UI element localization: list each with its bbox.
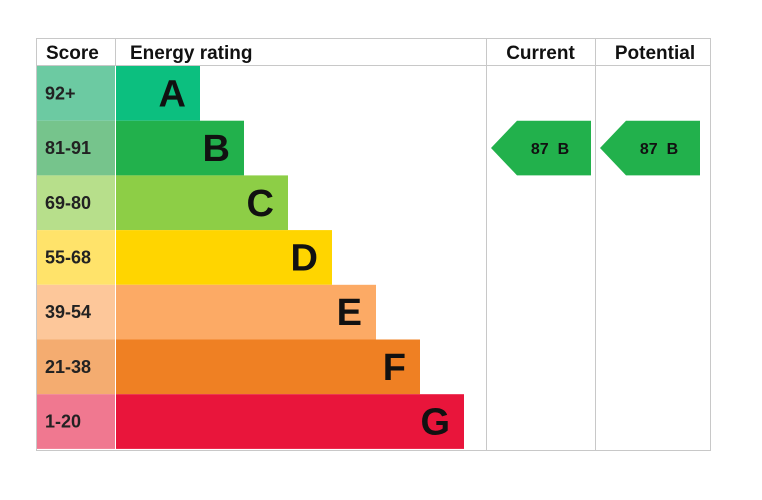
rating-bar-f: [116, 339, 420, 395]
score-cell-f: [37, 339, 115, 395]
score-range-c: 69-80: [45, 193, 91, 213]
rating-bar-a: [116, 66, 200, 121]
rating-letter-b: B: [203, 128, 230, 170]
rating-bar-d: [116, 230, 332, 285]
rating-letter-d: D: [291, 237, 318, 279]
rating-bar-c: [116, 175, 288, 231]
header-energy-rating: Energy rating: [130, 43, 252, 64]
score-cell-g: [37, 394, 115, 449]
rating-bar-g: [116, 394, 464, 449]
score-cell-a: [37, 66, 115, 121]
score-range-g: 1-20: [45, 412, 81, 432]
current-rating-arrow: [491, 120, 591, 176]
rating-letter-e: E: [337, 292, 362, 334]
rating-letter-g: G: [420, 402, 450, 444]
rating-bar-b: [116, 120, 244, 176]
potential-rating-label: 87 B: [640, 141, 678, 158]
potential-rating-arrow: [600, 120, 700, 176]
rating-bar-e: [116, 284, 376, 340]
score-cell-c: [37, 175, 115, 231]
header-potential: Potential: [615, 43, 695, 64]
current-rating-label: 87 B: [531, 141, 569, 158]
score-range-b: 81-91: [45, 138, 91, 158]
score-range-e: 39-54: [45, 302, 91, 322]
rating-letter-f: F: [383, 347, 406, 389]
rating-bands: 92+ A 81-91 B 69-80 C 55-68 D 39-54 E 21-38 F 1-20 G: [37, 66, 464, 449]
header-current: Current: [506, 43, 575, 64]
header-score: Score: [46, 43, 99, 64]
rating-letter-c: C: [247, 183, 274, 225]
score-range-a: 92+: [45, 83, 76, 103]
score-cell-b: [37, 120, 115, 176]
score-range-d: 55-68: [45, 247, 91, 267]
rating-indicators: 87 B 87 B: [491, 120, 700, 176]
score-cell-e: [37, 284, 115, 340]
score-cell-d: [37, 230, 115, 285]
rating-letter-a: A: [159, 73, 186, 115]
score-range-f: 21-38: [45, 357, 91, 377]
